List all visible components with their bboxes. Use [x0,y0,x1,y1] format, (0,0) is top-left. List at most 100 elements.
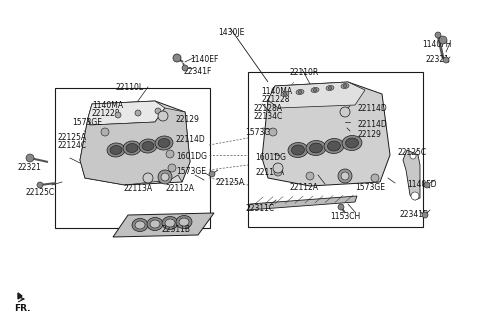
Text: 1573GE: 1573GE [245,128,275,137]
Circle shape [338,169,352,183]
Ellipse shape [324,138,344,154]
Ellipse shape [165,219,175,227]
Ellipse shape [126,143,138,153]
Text: 22114D: 22114D [358,104,388,113]
Ellipse shape [296,90,304,94]
Circle shape [168,164,176,172]
Text: 22125C: 22125C [25,188,54,197]
Circle shape [135,110,141,116]
Text: 22341F: 22341F [183,67,211,76]
Ellipse shape [162,216,178,230]
Polygon shape [403,150,420,200]
Text: 22125A: 22125A [58,133,87,142]
Circle shape [439,36,447,44]
Circle shape [371,174,379,182]
Text: 22129: 22129 [176,115,200,124]
Ellipse shape [283,92,287,95]
Polygon shape [88,101,165,125]
Ellipse shape [328,87,332,90]
Ellipse shape [142,141,154,151]
Text: 221228: 221228 [92,109,120,118]
Polygon shape [268,82,365,108]
Text: 22128A: 22128A [253,104,282,113]
Circle shape [26,154,34,162]
Circle shape [340,107,350,117]
Text: 22113A: 22113A [124,184,153,193]
Circle shape [410,153,416,159]
Circle shape [115,112,121,118]
Circle shape [424,182,430,188]
Ellipse shape [110,146,122,154]
Circle shape [274,168,282,176]
Text: 22113A: 22113A [255,168,284,177]
Text: 1140FH: 1140FH [422,40,451,49]
Text: 1140MA: 1140MA [261,87,292,96]
Ellipse shape [150,220,160,228]
Ellipse shape [132,218,148,232]
Text: 1573GE: 1573GE [176,167,206,176]
Text: 22110R: 22110R [290,68,319,77]
Circle shape [411,192,419,200]
Text: 22341B: 22341B [400,210,429,219]
Text: 1601DG: 1601DG [255,153,286,162]
Ellipse shape [281,92,289,96]
Ellipse shape [342,135,362,151]
Ellipse shape [298,91,302,93]
Ellipse shape [288,142,308,157]
Ellipse shape [135,221,145,229]
Circle shape [143,173,153,183]
Circle shape [182,65,188,71]
Text: 22110L: 22110L [115,83,143,92]
Text: 22321: 22321 [425,55,449,64]
Text: FR.: FR. [14,304,31,313]
Ellipse shape [310,143,323,153]
Text: 22114D: 22114D [176,135,206,144]
Polygon shape [262,82,390,186]
Circle shape [166,150,174,158]
Ellipse shape [306,140,326,155]
Text: 1140EF: 1140EF [190,55,218,64]
Polygon shape [113,213,214,237]
Ellipse shape [291,145,304,155]
Circle shape [341,172,349,180]
Text: 22114D: 22114D [358,120,388,129]
Circle shape [273,163,283,173]
Ellipse shape [311,88,319,92]
Circle shape [209,171,215,177]
Ellipse shape [346,138,359,148]
Ellipse shape [313,89,317,92]
Circle shape [173,54,181,62]
Circle shape [161,173,169,181]
Circle shape [158,170,172,184]
Text: 1573GE: 1573GE [355,183,385,192]
Text: 1573GE: 1573GE [72,118,102,127]
Circle shape [306,172,314,180]
Ellipse shape [179,218,189,226]
Polygon shape [248,196,357,210]
Circle shape [37,182,43,188]
Text: 22124C: 22124C [58,141,87,150]
Ellipse shape [147,217,163,231]
Text: 22321: 22321 [18,163,42,172]
Ellipse shape [343,85,347,88]
Text: 22112A: 22112A [165,184,194,193]
Ellipse shape [341,83,349,89]
Bar [248,72,423,227]
Ellipse shape [176,215,192,229]
Text: 1153CH: 1153CH [330,212,360,221]
Ellipse shape [327,141,340,151]
Text: 1601DG: 1601DG [176,152,207,161]
Text: 22311B: 22311B [162,225,191,234]
Ellipse shape [155,136,173,150]
Circle shape [158,111,168,121]
Text: 221228: 221228 [261,95,289,104]
Text: 22129: 22129 [358,130,382,139]
Text: 22134C: 22134C [253,112,282,121]
Text: 22125C: 22125C [398,148,427,157]
Text: 1140MA: 1140MA [92,101,123,110]
Circle shape [443,57,449,63]
Circle shape [422,212,428,218]
Bar [55,88,210,228]
Ellipse shape [123,141,141,155]
Circle shape [338,204,344,210]
